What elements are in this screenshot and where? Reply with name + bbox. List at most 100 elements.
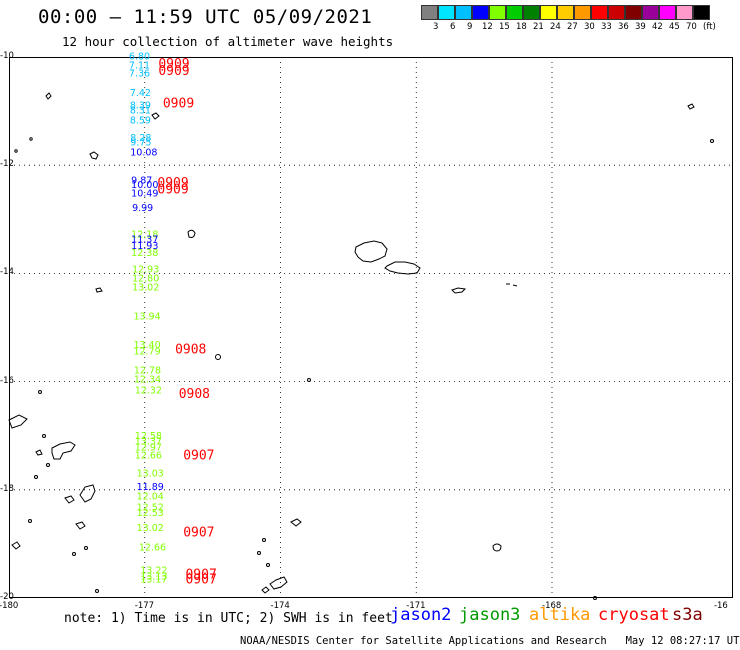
color-swatch <box>625 5 642 20</box>
wave-height-label: 12.78 <box>134 365 161 376</box>
color-legend-label: 24 <box>550 22 561 32</box>
satellite-legend-cryosat: cryosat <box>598 605 670 625</box>
credit-text: NOAA/NESDIS Center for Satellite Applica… <box>240 635 740 647</box>
lon-tick-label: -16 <box>713 601 728 611</box>
color-swatch <box>506 5 523 20</box>
chart-title: 00:00 — 11:59 UTC 05/09/2021 <box>38 6 373 28</box>
wave-height-label: 12.66 <box>135 450 162 461</box>
wave-height-label: 6.80 <box>129 52 150 63</box>
island-fiji-15-outline <box>95 589 99 593</box>
observations-layer: 6.807.117.367.428.398.318.598.289.7510.0… <box>129 52 168 586</box>
color-swatch <box>540 5 557 20</box>
wave-height-label: 8.39 <box>130 100 151 111</box>
island-tonga-6-outline <box>266 563 270 567</box>
island-fiji-1-outline <box>8 414 28 429</box>
lat-tick-label: -12 <box>0 159 14 170</box>
island-fiji-2-outline <box>51 441 76 460</box>
lat-tick-label: -20 <box>0 592 14 602</box>
island-north-5-outline <box>710 139 714 143</box>
lat-tick-label: -10 <box>0 51 14 61</box>
island-fiji-13-outline <box>72 552 76 556</box>
wave-height-label: 8.31 <box>130 105 151 116</box>
color-legend-label: 33 <box>601 22 612 32</box>
island-fiji-5-outline <box>75 521 86 530</box>
wave-height-label: 9.87 <box>131 176 152 187</box>
wave-height-label: 12.80 <box>132 274 159 285</box>
color-legend <box>421 5 710 21</box>
time-label: 0909 <box>157 176 188 191</box>
color-legend-label: 18 <box>516 22 527 32</box>
time-label: 0907 <box>183 525 214 540</box>
wave-height-label: 11.37 <box>131 235 158 246</box>
island-tonga-2-outline <box>261 586 270 594</box>
color-legend-label: 27 <box>567 22 578 32</box>
color-legend-label: 36 <box>618 22 629 32</box>
wave-height-label: 12.79 <box>133 347 160 358</box>
wave-height-label: 12.53 <box>137 508 164 519</box>
time-label: 0908 <box>179 387 210 402</box>
color-swatch <box>574 5 591 20</box>
island-fiji-9-outline <box>42 434 46 438</box>
wave-height-label: 13.02 <box>132 283 159 294</box>
note-text: note: 1) Time is in UTC; 2) SWH is in fe… <box>64 611 393 626</box>
lat-tick-label: -14 <box>0 267 14 278</box>
wave-height-label: 13.17 <box>140 574 167 585</box>
color-legend-label: 12 <box>482 22 493 32</box>
island-beveridge-outline <box>593 596 597 600</box>
wave-height-label: 12.66 <box>139 542 166 553</box>
time-label: 0907 <box>183 449 214 464</box>
wave-height-label: 12.32 <box>135 386 162 397</box>
wave-height-label: 12.58 <box>135 431 162 442</box>
island-upolu-outline <box>354 240 388 263</box>
island-fiji-11-outline <box>46 463 50 467</box>
wave-height-label: 13.40 <box>133 340 160 351</box>
color-swatch <box>557 5 574 20</box>
chart-subtitle: 12 hour collection of altimeter wave hei… <box>62 34 394 49</box>
time-label: 0907 <box>185 568 216 583</box>
lat-tick-label: -18 <box>0 483 14 494</box>
lon-tick-label: -168 <box>542 601 562 611</box>
wave-height-label: 10.00 <box>131 180 158 191</box>
time-labels-layer: 0909090909090909090909080908090709070907… <box>157 57 216 588</box>
island-north-1-outline <box>45 92 52 100</box>
island-fiji-8-outline <box>38 390 42 394</box>
color-legend-label: 42 <box>652 22 663 32</box>
wave-height-label: 8.59 <box>130 116 151 127</box>
color-swatch <box>676 5 693 20</box>
island-tutuila-outline <box>451 287 467 294</box>
island-tonga-5-outline <box>257 551 261 555</box>
wave-height-label: 11.89 <box>137 482 164 493</box>
island-savaii-outline <box>384 261 421 275</box>
island-north-6-outline <box>29 137 33 141</box>
island-fiji-12-outline <box>28 519 32 523</box>
color-legend-label: 6 <box>450 22 456 32</box>
satellite-legend-altika: altika <box>529 605 591 625</box>
color-swatch <box>659 5 676 20</box>
island-tonga-3-outline <box>269 576 288 590</box>
color-swatch <box>642 5 659 20</box>
island-north-4-outline <box>687 103 695 110</box>
wave-height-label: 10.08 <box>130 147 157 158</box>
wave-height-label: 10.49 <box>131 189 158 200</box>
wave-height-label: 12.04 <box>137 492 164 503</box>
lat-tick-label: -16 <box>0 375 14 386</box>
wave-height-label: 12.18 <box>131 230 158 241</box>
lon-tick-label: -174 <box>270 601 290 611</box>
island-niuafoou-outline <box>215 354 221 360</box>
wave-height-label: 7.36 <box>129 68 150 79</box>
satellite-legend-jason3: jason3 <box>459 605 521 625</box>
wave-height-label: 12.93 <box>132 264 159 275</box>
wave-height-label: 7.42 <box>130 88 151 99</box>
island-north-2-outline <box>89 151 99 160</box>
island-tonga-4-outline <box>262 538 266 542</box>
island-fiji-16-outline <box>95 287 103 293</box>
island-fiji-4-outline <box>79 484 96 503</box>
wave-height-label: 12.38 <box>131 248 158 259</box>
color-legend-label: 30 <box>584 22 595 32</box>
island-fiji-6-outline <box>11 541 21 550</box>
color-legend-label: 70 <box>686 22 697 32</box>
time-label: 0908 <box>175 342 206 357</box>
color-swatch <box>489 5 506 20</box>
color-legend-label: 39 <box>635 22 646 32</box>
island-niuatoputapu-outline <box>307 378 311 382</box>
